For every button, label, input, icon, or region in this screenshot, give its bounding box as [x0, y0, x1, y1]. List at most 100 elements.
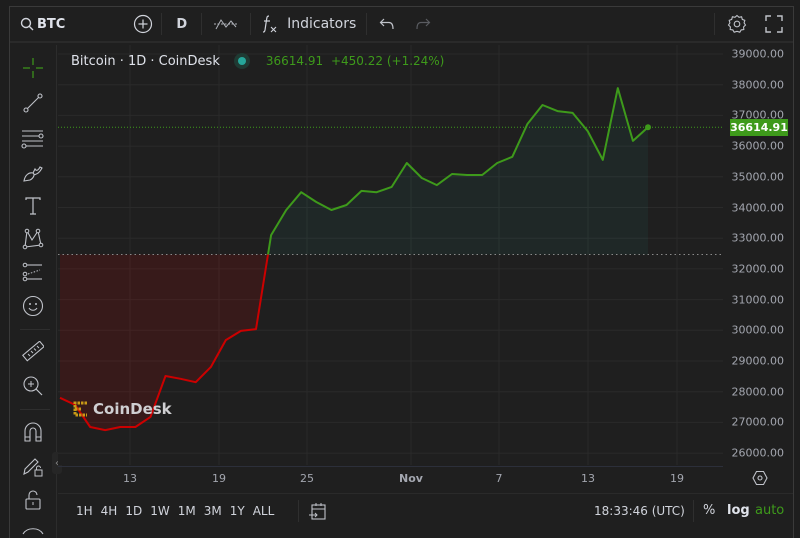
separator [714, 13, 715, 35]
crosshair-tool[interactable] [20, 55, 46, 81]
brush-tool[interactable] [20, 160, 46, 186]
zoom-in-icon [23, 376, 43, 396]
magnet-tool[interactable] [20, 419, 46, 445]
series-title: Bitcoin · 1D · CoinDesk [71, 53, 220, 69]
range-all[interactable]: ALL [252, 503, 275, 518]
price-change: +450.22 [330, 54, 383, 68]
auto-scale-toggle[interactable]: auto [755, 503, 785, 518]
collapse-toolbar-button[interactable]: ‹ [52, 452, 62, 474]
settings-button[interactable] [715, 6, 759, 42]
price-tick-label: 27000.00 [731, 415, 785, 429]
time-tick-label: 25 [300, 472, 314, 485]
go-to-date-button[interactable] [309, 501, 327, 525]
calendar-goto-icon [309, 503, 326, 520]
time-axis[interactable]: 13 19 25 Nov 7 13 19 [58, 466, 723, 492]
trend-line-tool[interactable] [20, 90, 46, 116]
series-legend: Bitcoin · 1D · CoinDesk 36614.91 +450.22… [71, 53, 444, 69]
price-tick-label: 30000.00 [731, 323, 785, 337]
undo-button[interactable] [367, 6, 407, 42]
range-buttons: 1H 4H 1D 1W 1M 3M 1Y ALL [72, 504, 278, 518]
separator [201, 13, 203, 35]
interval-label: D [176, 16, 188, 32]
range-1m[interactable]: 1M [177, 503, 196, 518]
emoji-icon [22, 295, 44, 317]
separator [250, 13, 252, 35]
log-scale-toggle[interactable]: log [727, 503, 750, 518]
top-toolbar: BTC D Indicators [10, 7, 793, 43]
price-tick-label: 28000.00 [731, 385, 785, 399]
time-tick-label: Nov [399, 472, 423, 485]
symbol-label: BTC [37, 16, 66, 32]
redo-button[interactable] [407, 6, 439, 42]
chart-type-icon [214, 19, 239, 30]
pattern-tool[interactable] [20, 226, 46, 252]
function-icon [263, 15, 277, 33]
percent-scale-toggle[interactable]: % [703, 503, 716, 518]
measure-tool[interactable] [20, 339, 46, 365]
range-1h[interactable]: 1H [76, 503, 93, 518]
zoom-in-tool[interactable] [20, 373, 46, 399]
text-tool[interactable] [20, 193, 46, 219]
unlock-icon [25, 490, 41, 510]
symbol-search-button[interactable]: BTC [10, 6, 73, 42]
price-tick-label: 36000.00 [731, 139, 785, 153]
time-tick-label: 7 [495, 472, 503, 485]
add-symbol-icon [134, 14, 153, 34]
separator [693, 499, 694, 522]
lock-drawings-tool[interactable] [20, 453, 46, 479]
chart-type-button[interactable] [202, 6, 250, 42]
range-1d[interactable]: 1D [125, 503, 143, 518]
current-price-label: 36614.91 [730, 119, 788, 136]
price-tick-label: 26000.00 [731, 446, 785, 460]
range-1y[interactable]: 1Y [229, 503, 245, 518]
range-1w[interactable]: 1W [150, 503, 170, 518]
price-tick-label: 34000.00 [731, 201, 785, 214]
price-tick-label: 39000.00 [731, 47, 785, 61]
price-tick-label: 31000.00 [731, 293, 785, 307]
price-tick-label: 35000.00 [731, 170, 785, 184]
range-3m[interactable]: 3M [203, 503, 222, 518]
fib-retracement-tool[interactable] [20, 125, 46, 151]
hexagon-settings-icon [752, 470, 768, 486]
fib-retracement-icon [21, 130, 44, 149]
redo-icon [416, 18, 431, 30]
pencil-lock-icon [23, 458, 43, 477]
coindesk-logo-icon [73, 401, 87, 417]
separator [161, 13, 163, 35]
bottom-toolbar: 1H 4H 1D 1W 1M 3M 1Y ALL 18:33:46 (UTC) % log a… [58, 493, 793, 527]
brush-icon [23, 166, 43, 182]
time-tick-label: 19 [212, 472, 226, 485]
indicators-label: Indicators [287, 16, 357, 32]
prediction-tool[interactable] [20, 259, 46, 285]
axis-settings-button[interactable] [752, 470, 768, 490]
watermark-label: CoinDesk [93, 400, 172, 418]
clock-time[interactable]: 18:33:46 (UTC) [594, 503, 685, 518]
price-tick-label: 29000.00 [731, 354, 785, 368]
price-tick-label: 38000.00 [731, 78, 785, 92]
separator [20, 409, 50, 410]
fullscreen-button[interactable] [759, 6, 793, 42]
coindesk-watermark: CoinDesk [73, 400, 172, 418]
time-tick-label: 19 [670, 472, 684, 485]
interval-button[interactable]: D [162, 6, 201, 42]
last-price: 36614.91 [265, 54, 324, 68]
separator [298, 499, 299, 522]
range-4h[interactable]: 4H [100, 503, 118, 518]
prediction-icon [22, 262, 42, 282]
indicators-button[interactable]: Indicators [251, 6, 366, 42]
undo-icon [379, 18, 394, 30]
settings-icon [727, 14, 747, 33]
pattern-icon [22, 228, 44, 250]
price-chart [58, 45, 723, 465]
price-tick-label: 37000.00 [731, 108, 785, 122]
compare-symbol-button[interactable] [125, 6, 161, 42]
drawing-toolbar [10, 45, 57, 538]
separator [366, 13, 368, 35]
emoji-tool[interactable] [20, 293, 46, 319]
separator [20, 329, 50, 330]
series-values: 36614.91 +450.22 (+1.24%) [266, 54, 445, 68]
price-axis[interactable]: 39000.00 38000.00 37000.00 36000.00 35000.00… [724, 45, 792, 465]
chart-pane[interactable] [58, 45, 723, 465]
hide-drawings-tool[interactable] [20, 521, 46, 538]
lock-all-tool[interactable] [20, 487, 46, 513]
